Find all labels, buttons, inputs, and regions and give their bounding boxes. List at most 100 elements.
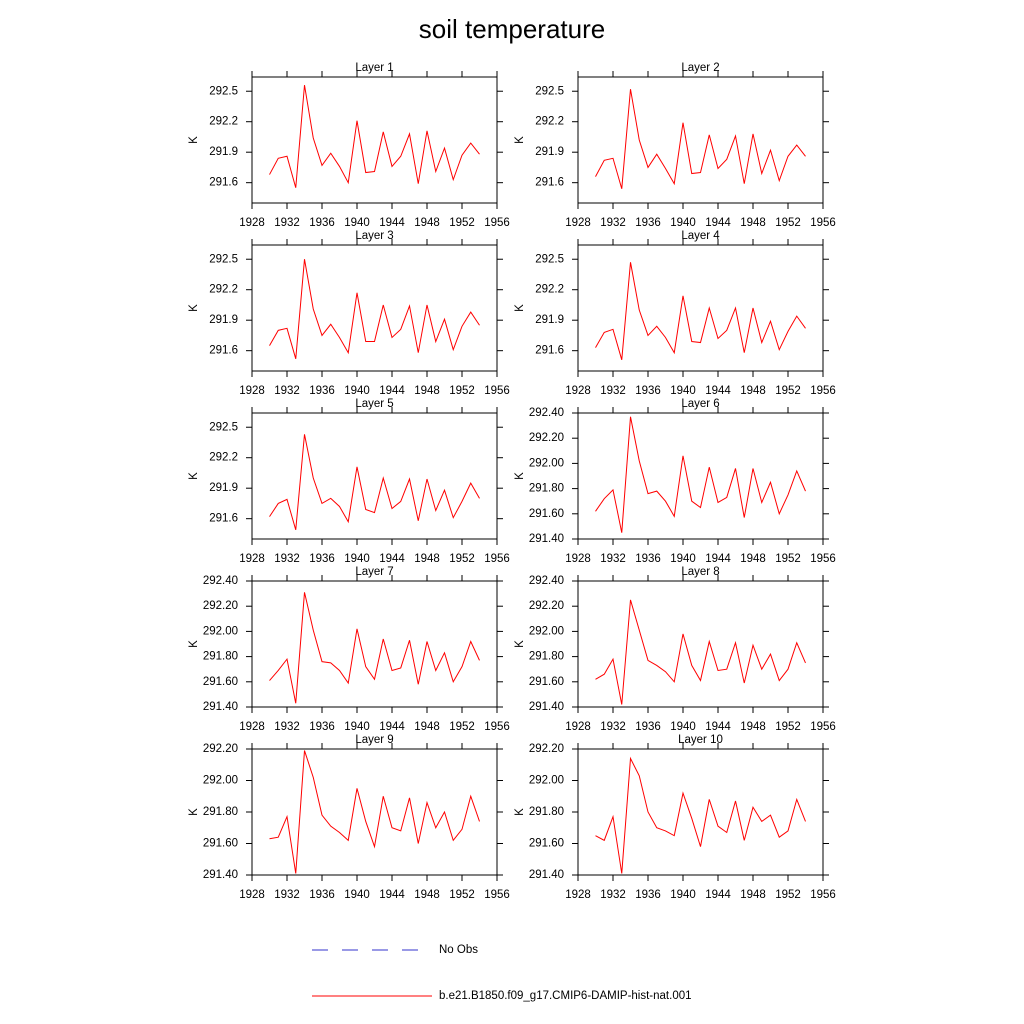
data-line [595, 262, 806, 360]
chart-title: Layer 2 [681, 62, 719, 74]
y-tick-label: 292.5 [535, 85, 564, 97]
y-axis-label: K [188, 640, 200, 648]
x-tick-label: 1948 [414, 553, 440, 565]
chart-title: Layer 5 [355, 398, 393, 410]
x-tick-label: 1932 [274, 553, 300, 565]
x-tick-label: 1952 [775, 889, 801, 901]
x-tick-label: 1940 [344, 721, 370, 733]
x-tick-label: 1940 [670, 721, 696, 733]
x-tick-label: 1940 [670, 553, 696, 565]
y-tick-label: 292.5 [209, 421, 238, 433]
y-tick-label: 291.9 [209, 482, 238, 494]
x-tick-label: 1932 [600, 385, 626, 397]
x-tick-label: 1928 [565, 889, 591, 901]
x-tick-label: 1952 [775, 553, 801, 565]
y-tick-label: 292.2 [209, 116, 238, 128]
chart-title: Layer 8 [681, 566, 719, 578]
x-tick-label: 1944 [379, 553, 405, 565]
chart-title: Layer 9 [355, 734, 393, 746]
plot-frame [577, 76, 824, 204]
x-tick-label: 1952 [449, 385, 475, 397]
y-tick-label: 291.9 [209, 314, 238, 326]
y-axis-label: K [514, 136, 526, 144]
y-axis-label: K [188, 304, 200, 312]
x-tick-label: 1932 [274, 721, 300, 733]
data-line [595, 416, 806, 533]
x-tick-label: 1952 [775, 217, 801, 229]
x-tick-label: 1928 [239, 721, 265, 733]
plot-frame [577, 244, 824, 372]
x-tick-label: 1936 [309, 385, 335, 397]
y-tick-label: 291.40 [529, 869, 564, 881]
x-tick-label: 1936 [635, 385, 661, 397]
x-tick-label: 1944 [705, 553, 731, 565]
x-tick-label: 1948 [740, 217, 766, 229]
x-tick-label: 1956 [484, 721, 510, 733]
y-tick-label: 292.2 [209, 452, 238, 464]
chart-title: Layer 10 [678, 734, 723, 746]
x-tick-label: 1932 [274, 385, 300, 397]
data-line [269, 259, 480, 359]
y-tick-label: 291.6 [535, 177, 564, 189]
y-tick-label: 292.20 [529, 743, 564, 755]
x-tick-label: 1956 [810, 217, 836, 229]
y-tick-label: 291.60 [203, 838, 238, 850]
x-tick-label: 1928 [239, 889, 265, 901]
x-tick-label: 1940 [344, 889, 370, 901]
y-tick-label: 291.6 [209, 513, 238, 525]
x-tick-label: 1956 [484, 385, 510, 397]
y-tick-label: 292.5 [209, 85, 238, 97]
y-tick-label: 292.2 [535, 116, 564, 128]
plot-frame [251, 76, 498, 204]
chart-title: Layer 4 [681, 230, 720, 242]
y-tick-label: 292.2 [535, 284, 564, 296]
plot-frame [251, 580, 498, 708]
y-tick-label: 292.5 [535, 253, 564, 265]
y-tick-label: 291.60 [203, 676, 238, 688]
x-tick-label: 1936 [635, 553, 661, 565]
data-line [269, 750, 480, 874]
y-tick-label: 291.60 [529, 838, 564, 850]
plot-frame [577, 748, 824, 876]
y-axis-label: K [188, 136, 200, 144]
data-line [269, 592, 480, 704]
x-tick-label: 1948 [414, 217, 440, 229]
chart-title: Layer 1 [355, 62, 393, 74]
x-tick-label: 1936 [309, 721, 335, 733]
plot-frame [251, 748, 498, 876]
y-axis-label: K [514, 808, 526, 816]
x-tick-label: 1952 [449, 217, 475, 229]
x-tick-label: 1936 [635, 889, 661, 901]
x-tick-label: 1940 [344, 385, 370, 397]
y-tick-label: 291.9 [209, 146, 238, 158]
x-tick-label: 1956 [810, 721, 836, 733]
x-tick-label: 1948 [414, 721, 440, 733]
y-tick-label: 292.20 [529, 600, 564, 612]
x-tick-label: 1932 [600, 553, 626, 565]
y-tick-label: 291.6 [535, 345, 564, 357]
data-line [269, 85, 480, 188]
y-tick-label: 292.00 [203, 625, 238, 637]
figure-title: soil temperature [419, 14, 605, 44]
plot-frame [251, 244, 498, 372]
y-axis-label: K [188, 808, 200, 816]
x-tick-label: 1940 [670, 217, 696, 229]
x-tick-label: 1928 [565, 553, 591, 565]
y-tick-label: 291.40 [203, 701, 238, 713]
x-tick-label: 1932 [274, 889, 300, 901]
y-tick-label: 292.00 [529, 775, 564, 787]
x-tick-label: 1940 [344, 217, 370, 229]
y-tick-label: 291.80 [529, 483, 564, 495]
x-tick-label: 1932 [600, 217, 626, 229]
x-tick-label: 1952 [449, 721, 475, 733]
x-tick-label: 1936 [309, 217, 335, 229]
y-axis-label: K [514, 304, 526, 312]
x-tick-label: 1948 [740, 889, 766, 901]
y-tick-label: 292.40 [203, 575, 238, 587]
x-tick-label: 1956 [810, 889, 836, 901]
y-tick-label: 291.6 [209, 177, 238, 189]
x-tick-label: 1944 [379, 721, 405, 733]
y-tick-label: 292.2 [209, 284, 238, 296]
x-tick-label: 1932 [600, 889, 626, 901]
